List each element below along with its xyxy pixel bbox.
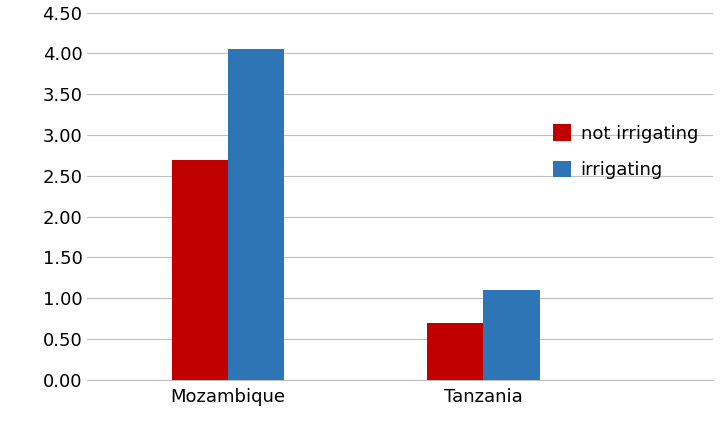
Bar [483, 290, 539, 380]
Bar [427, 323, 483, 380]
Bar [228, 49, 284, 380]
Legend: not irrigating, irrigating: not irrigating, irrigating [553, 124, 698, 179]
Bar [172, 160, 228, 380]
